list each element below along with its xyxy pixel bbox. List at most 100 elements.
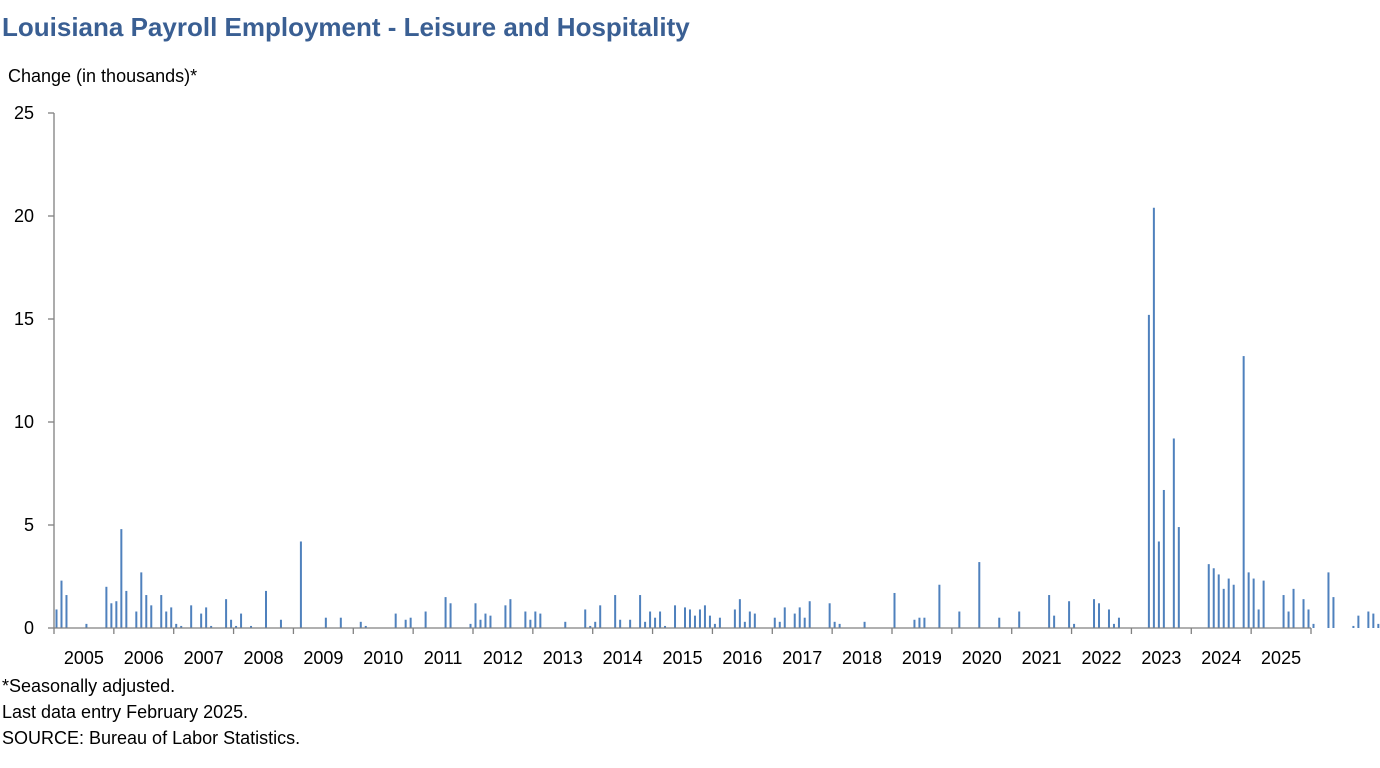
y-tick-label: 10: [14, 412, 34, 432]
bar: [833, 621, 836, 628]
bar: [479, 619, 482, 628]
bar: [1372, 613, 1375, 628]
bar: [978, 562, 981, 628]
bar: [524, 611, 527, 628]
bar: [1262, 580, 1265, 628]
x-tick-label: 2015: [662, 648, 702, 668]
x-tick-label: 2009: [303, 648, 343, 668]
bar: [838, 623, 841, 628]
bar: [1053, 615, 1056, 628]
x-tick-label: 2022: [1081, 648, 1121, 668]
bar: [1307, 609, 1310, 628]
bar: [324, 617, 327, 628]
bar: [599, 605, 602, 628]
bar: [240, 613, 243, 628]
bar: [135, 611, 138, 628]
bar: [1222, 588, 1225, 628]
bar: [1282, 595, 1285, 628]
bar: [808, 601, 811, 628]
y-tick-label: 0: [24, 618, 34, 638]
bar: [1377, 623, 1380, 628]
bar: [1252, 578, 1255, 628]
bar: [793, 613, 796, 628]
bar: [1227, 578, 1230, 628]
chart-title: Louisiana Payroll Employment - Leisure a…: [2, 12, 690, 42]
bar: [534, 611, 537, 628]
bar: [65, 595, 68, 628]
bar: [654, 617, 657, 628]
bar: [713, 623, 716, 628]
bar: [748, 611, 751, 628]
bar: [783, 607, 786, 628]
bar: [1212, 568, 1215, 628]
bar: [893, 592, 896, 628]
bar: [110, 603, 113, 628]
bar: [938, 584, 941, 628]
bar: [629, 619, 632, 628]
x-tick-label: 2025: [1261, 648, 1301, 668]
y-tick-label: 15: [14, 309, 34, 329]
bar: [1352, 625, 1355, 628]
bar: [359, 621, 362, 628]
bar: [210, 625, 213, 628]
bar: [1098, 603, 1101, 628]
y-tick-label: 25: [14, 103, 34, 123]
x-tick-label: 2011: [424, 648, 463, 668]
x-tick-label: 2014: [603, 648, 643, 668]
bar: [918, 617, 921, 628]
bar: [160, 595, 163, 628]
bar: [265, 590, 267, 628]
bar: [743, 621, 746, 628]
bar: [230, 619, 233, 628]
bar: [235, 625, 238, 628]
bar: [404, 619, 407, 628]
bar: [664, 625, 667, 628]
bar: [1112, 623, 1115, 628]
x-tick-label: 2017: [782, 648, 822, 668]
bar: [120, 529, 123, 628]
bar: [529, 619, 532, 628]
bar: [923, 617, 926, 628]
bar: [708, 615, 711, 628]
footnotes: *Seasonally adjusted. Last data entry Fe…: [2, 673, 300, 751]
bar: [753, 613, 756, 628]
bar: [684, 607, 686, 628]
bar: [863, 621, 866, 628]
bar: [1117, 617, 1120, 628]
bar: [200, 613, 203, 628]
bar: [1157, 541, 1160, 628]
bar: [140, 572, 143, 628]
bar: [225, 599, 228, 628]
bar: [614, 595, 617, 628]
bar: [703, 605, 706, 628]
bar: [1292, 588, 1295, 628]
bar: [165, 611, 168, 628]
bar: [1177, 527, 1180, 628]
bar: [644, 621, 647, 628]
x-tick-label: 2008: [243, 648, 283, 668]
bar: [733, 609, 736, 628]
bar: [1367, 611, 1370, 628]
bar: [619, 619, 622, 628]
bar: [250, 625, 253, 628]
bar: [509, 599, 512, 628]
bar: [364, 625, 367, 628]
bars-group: [55, 207, 1380, 628]
bar: [828, 603, 831, 628]
bar: [1302, 599, 1305, 628]
bar: [474, 603, 477, 628]
x-tick-label: 2020: [962, 648, 1002, 668]
bar: [539, 613, 542, 628]
bar: [115, 601, 118, 628]
bar: [105, 586, 108, 628]
bar: [484, 613, 487, 628]
bar: [1287, 611, 1290, 628]
bar: [125, 590, 128, 628]
bar: [150, 605, 153, 628]
bar: [1093, 599, 1096, 628]
bar: [205, 607, 208, 628]
bar: [1107, 609, 1110, 628]
bar: [564, 621, 567, 628]
footnote-source: SOURCE: Bureau of Labor Statistics.: [2, 728, 301, 748]
